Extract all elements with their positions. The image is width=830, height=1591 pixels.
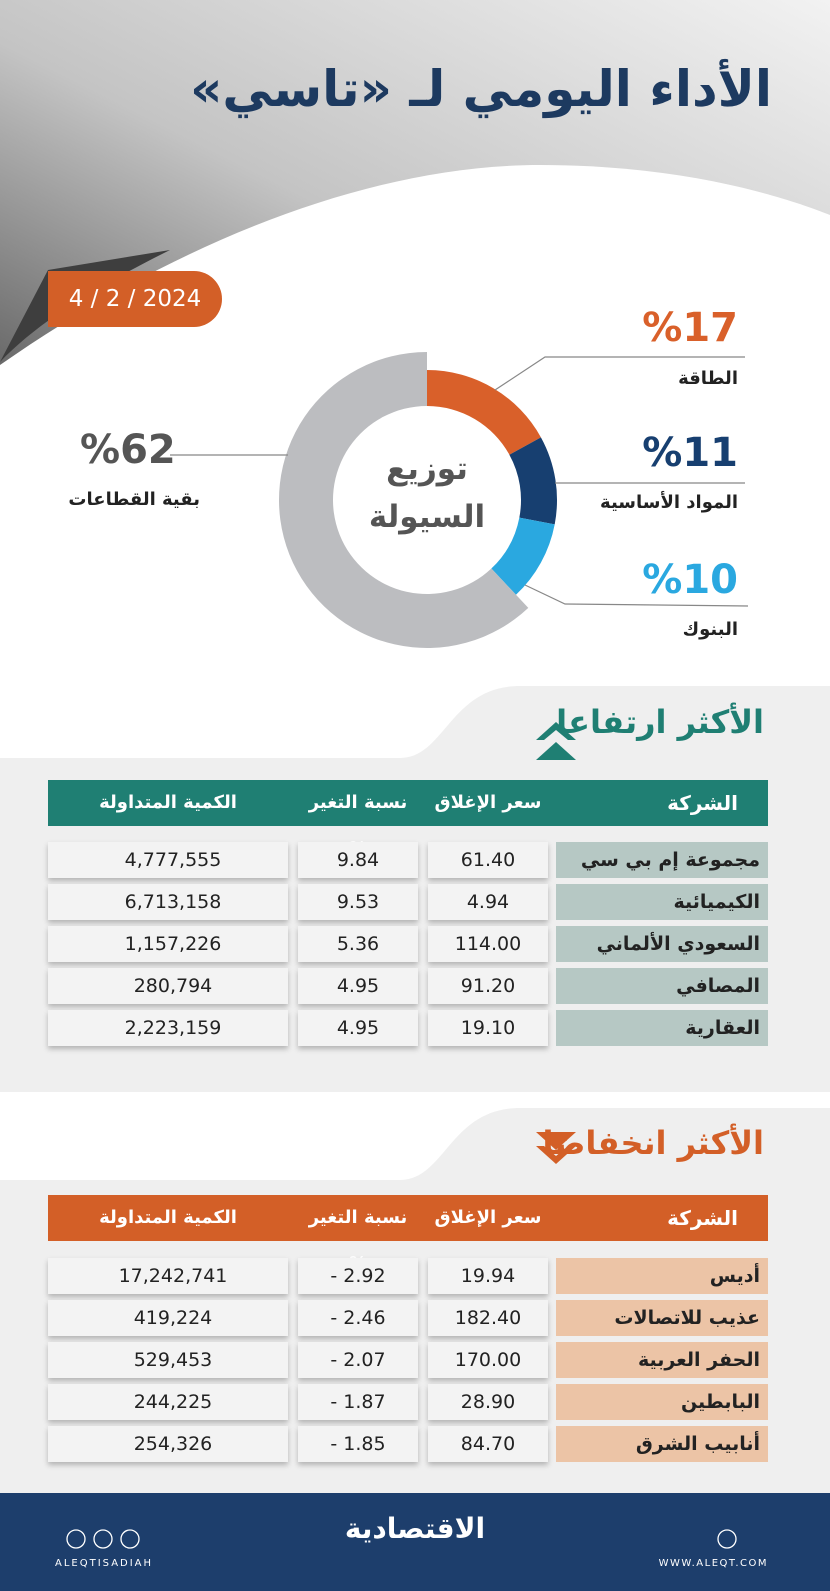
column-header: سعر الإغلاق — [434, 792, 542, 813]
value-cell: - 2.07 — [298, 1342, 418, 1378]
website: WWW.ALEQT.COM — [658, 1558, 768, 1569]
value-cell: - 2.92 — [298, 1258, 418, 1294]
section-title: الأكثر انخفاضا — [542, 1124, 764, 1162]
company-cell: أنابيب الشرق — [556, 1426, 768, 1462]
table-header — [48, 1195, 768, 1241]
category-label: البنوك — [682, 619, 738, 640]
category-label: المواد الأساسية — [600, 492, 738, 513]
value-cell: 19.10 — [428, 1010, 548, 1046]
value-cell: 254,326 — [48, 1426, 288, 1462]
value-cell: 61.40 — [428, 842, 548, 878]
pie-segment — [427, 370, 541, 455]
value-cell: 28.90 — [428, 1384, 548, 1420]
column-header: نسبة التغير % — [308, 792, 408, 859]
category-label: بقية القطاعات — [68, 489, 200, 510]
value-cell: 4,777,555 — [48, 842, 288, 878]
date: 4 / 2 / 2024 — [48, 271, 222, 327]
column-header: سعر الإغلاق — [434, 1207, 542, 1228]
section-title: الأكثر ارتفاعا — [556, 703, 764, 741]
table-header — [48, 780, 768, 826]
value-cell: 91.20 — [428, 968, 548, 1004]
company-cell: البابطين — [556, 1384, 768, 1420]
company-cell: المصافي — [556, 968, 768, 1004]
value-cell: 529,453 — [48, 1342, 288, 1378]
value-cell: 6,713,158 — [48, 884, 288, 920]
value-cell: - 1.85 — [298, 1426, 418, 1462]
company-cell: العقارية — [556, 1010, 768, 1046]
chart-title: توزيع السيولة — [368, 451, 486, 536]
value-cell: 182.40 — [428, 1300, 548, 1336]
title: الأداء اليومي لـ «تاسي» — [190, 60, 772, 118]
value-cell: 114.00 — [428, 926, 548, 962]
value-cell: - 2.46 — [298, 1300, 418, 1336]
social-handle: ALEQTISADIAH — [55, 1558, 154, 1569]
value-label: %62 — [80, 427, 176, 473]
value-cell: 19.94 — [428, 1258, 548, 1294]
value-cell: - 1.87 — [298, 1384, 418, 1420]
company-cell: مجموعة إم بي سي — [556, 842, 768, 878]
company-cell: الكيميائية — [556, 884, 768, 920]
pie-segment — [278, 352, 529, 648]
company-cell: الحفر العربية — [556, 1342, 768, 1378]
column-header: نسبة التغير % — [308, 1207, 408, 1274]
value-cell: 419,224 — [48, 1300, 288, 1336]
pie-segment — [491, 517, 555, 595]
logo: الاقتصادية — [344, 1512, 486, 1545]
company-cell: عذيب للاتصالات — [556, 1300, 768, 1336]
donut-chart — [170, 352, 749, 648]
value-cell: 4.95 — [298, 968, 418, 1004]
leader-line — [524, 584, 749, 607]
value-cell: 17,242,741 — [48, 1258, 288, 1294]
value-cell: 280,794 — [48, 968, 288, 1004]
value-label: %10 — [642, 557, 738, 603]
pie-segment — [509, 437, 558, 525]
value-cell: 9.84 — [298, 842, 418, 878]
company-cell: أديس — [556, 1258, 768, 1294]
value-cell: 244,225 — [48, 1384, 288, 1420]
column-header: الشركة — [667, 791, 738, 815]
category-label: الطاقة — [678, 368, 738, 389]
value-cell: 4.94 — [428, 884, 548, 920]
column-header: الكمية المتداولة — [99, 1207, 237, 1228]
leader-line — [494, 356, 745, 391]
value-cell: 5.36 — [298, 926, 418, 962]
value-cell: 1,157,226 — [48, 926, 288, 962]
column-header: الشركة — [667, 1206, 738, 1230]
value-cell: 9.53 — [298, 884, 418, 920]
company-cell: السعودي الألماني الصحية — [556, 926, 768, 962]
column-header: الكمية المتداولة — [99, 792, 237, 813]
value-cell: 84.70 — [428, 1426, 548, 1462]
value-cell: 2,223,159 — [48, 1010, 288, 1046]
value-label: %17 — [642, 305, 738, 351]
value-label: %11 — [642, 430, 738, 476]
value-cell: 170.00 — [428, 1342, 548, 1378]
value-cell: 4.95 — [298, 1010, 418, 1046]
